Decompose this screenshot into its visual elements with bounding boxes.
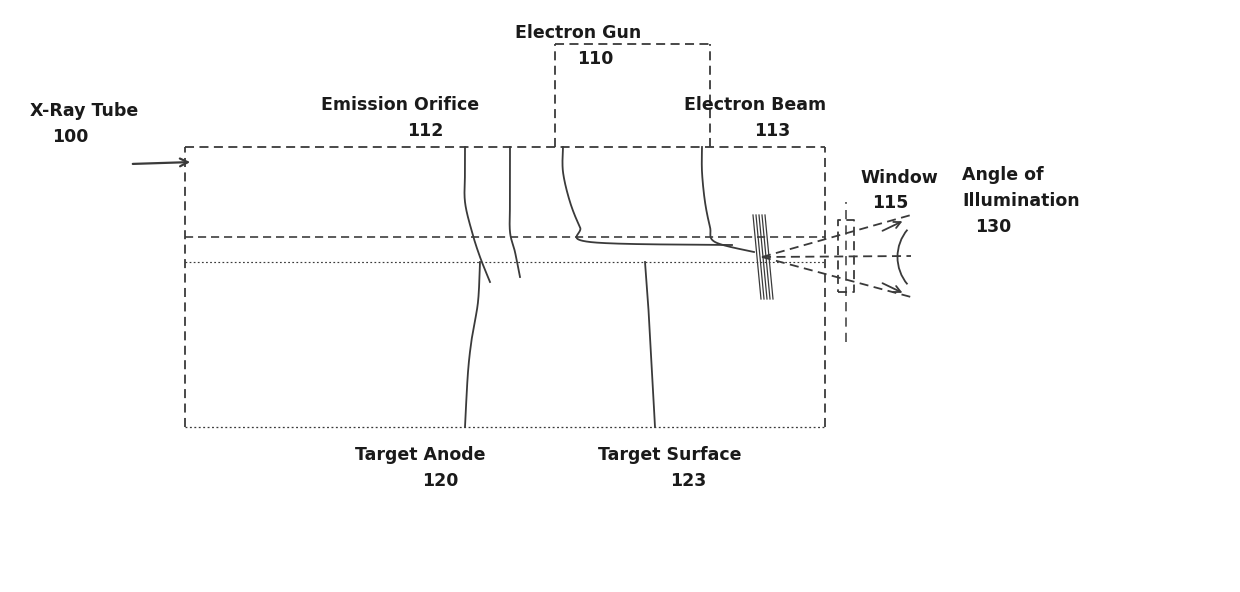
Text: X-Ray Tube: X-Ray Tube [30,102,138,120]
Text: Emission Orifice: Emission Orifice [321,96,479,114]
Text: Illumination: Illumination [962,192,1080,210]
Text: Electron Gun: Electron Gun [515,24,641,42]
Text: Angle of: Angle of [962,166,1044,184]
Text: 130: 130 [975,218,1012,236]
Text: Window: Window [861,169,937,187]
Text: 123: 123 [670,472,706,490]
Text: 112: 112 [407,122,443,140]
Text: 110: 110 [577,50,614,68]
Text: 113: 113 [754,122,790,140]
Text: 120: 120 [422,472,459,490]
Text: Electron Beam: Electron Beam [684,96,826,114]
Text: Target Anode: Target Anode [355,446,485,464]
Text: Target Surface: Target Surface [598,446,742,464]
Text: 115: 115 [872,194,909,212]
Text: 100: 100 [52,128,88,146]
